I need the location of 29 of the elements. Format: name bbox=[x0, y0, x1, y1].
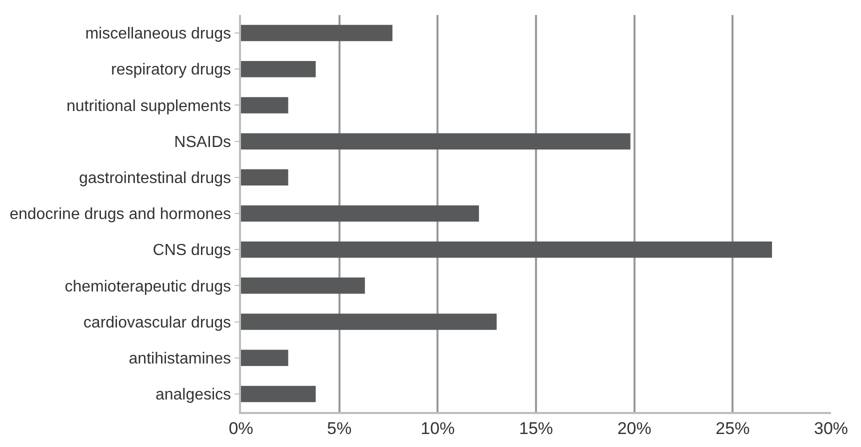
x-tick-label: 15% bbox=[518, 419, 554, 438]
bar bbox=[241, 350, 288, 366]
y-tick-label: gastrointestinal drugs bbox=[78, 170, 232, 188]
x-tick-label: 30% bbox=[814, 419, 848, 438]
y-tick-label: cardiovascular drugs bbox=[83, 314, 232, 332]
x-tick-label: 20% bbox=[617, 419, 652, 438]
bar bbox=[241, 133, 630, 150]
bar bbox=[241, 241, 772, 258]
x-tick-label: 0% bbox=[228, 419, 254, 438]
x-tick-label: 10% bbox=[420, 419, 455, 438]
bar bbox=[241, 97, 288, 114]
bar bbox=[241, 278, 365, 294]
y-tick-label: miscellaneous drugs bbox=[85, 26, 232, 43]
y-tick-label: antihistamines bbox=[128, 350, 232, 368]
x-tick-label: 25% bbox=[716, 419, 750, 438]
y-tick-label: nutritional supplements bbox=[66, 98, 232, 115]
y-tick-label: endocrine drugs and hormones bbox=[10, 206, 232, 224]
bar bbox=[241, 205, 479, 222]
bar bbox=[241, 61, 316, 78]
bar bbox=[241, 314, 497, 330]
y-tick-label: analgesics bbox=[155, 386, 232, 404]
y-tick-label: CNS drugs bbox=[152, 242, 232, 260]
bar bbox=[241, 24, 392, 42]
x-tick-label: 5% bbox=[327, 419, 352, 438]
bar bbox=[241, 169, 288, 186]
y-tick-label: chemioterapeutic drugs bbox=[64, 278, 232, 296]
y-tick-label: respiratory drugs bbox=[111, 62, 232, 79]
y-tick-label: NSAIDs bbox=[174, 134, 232, 151]
bar bbox=[241, 386, 316, 402]
